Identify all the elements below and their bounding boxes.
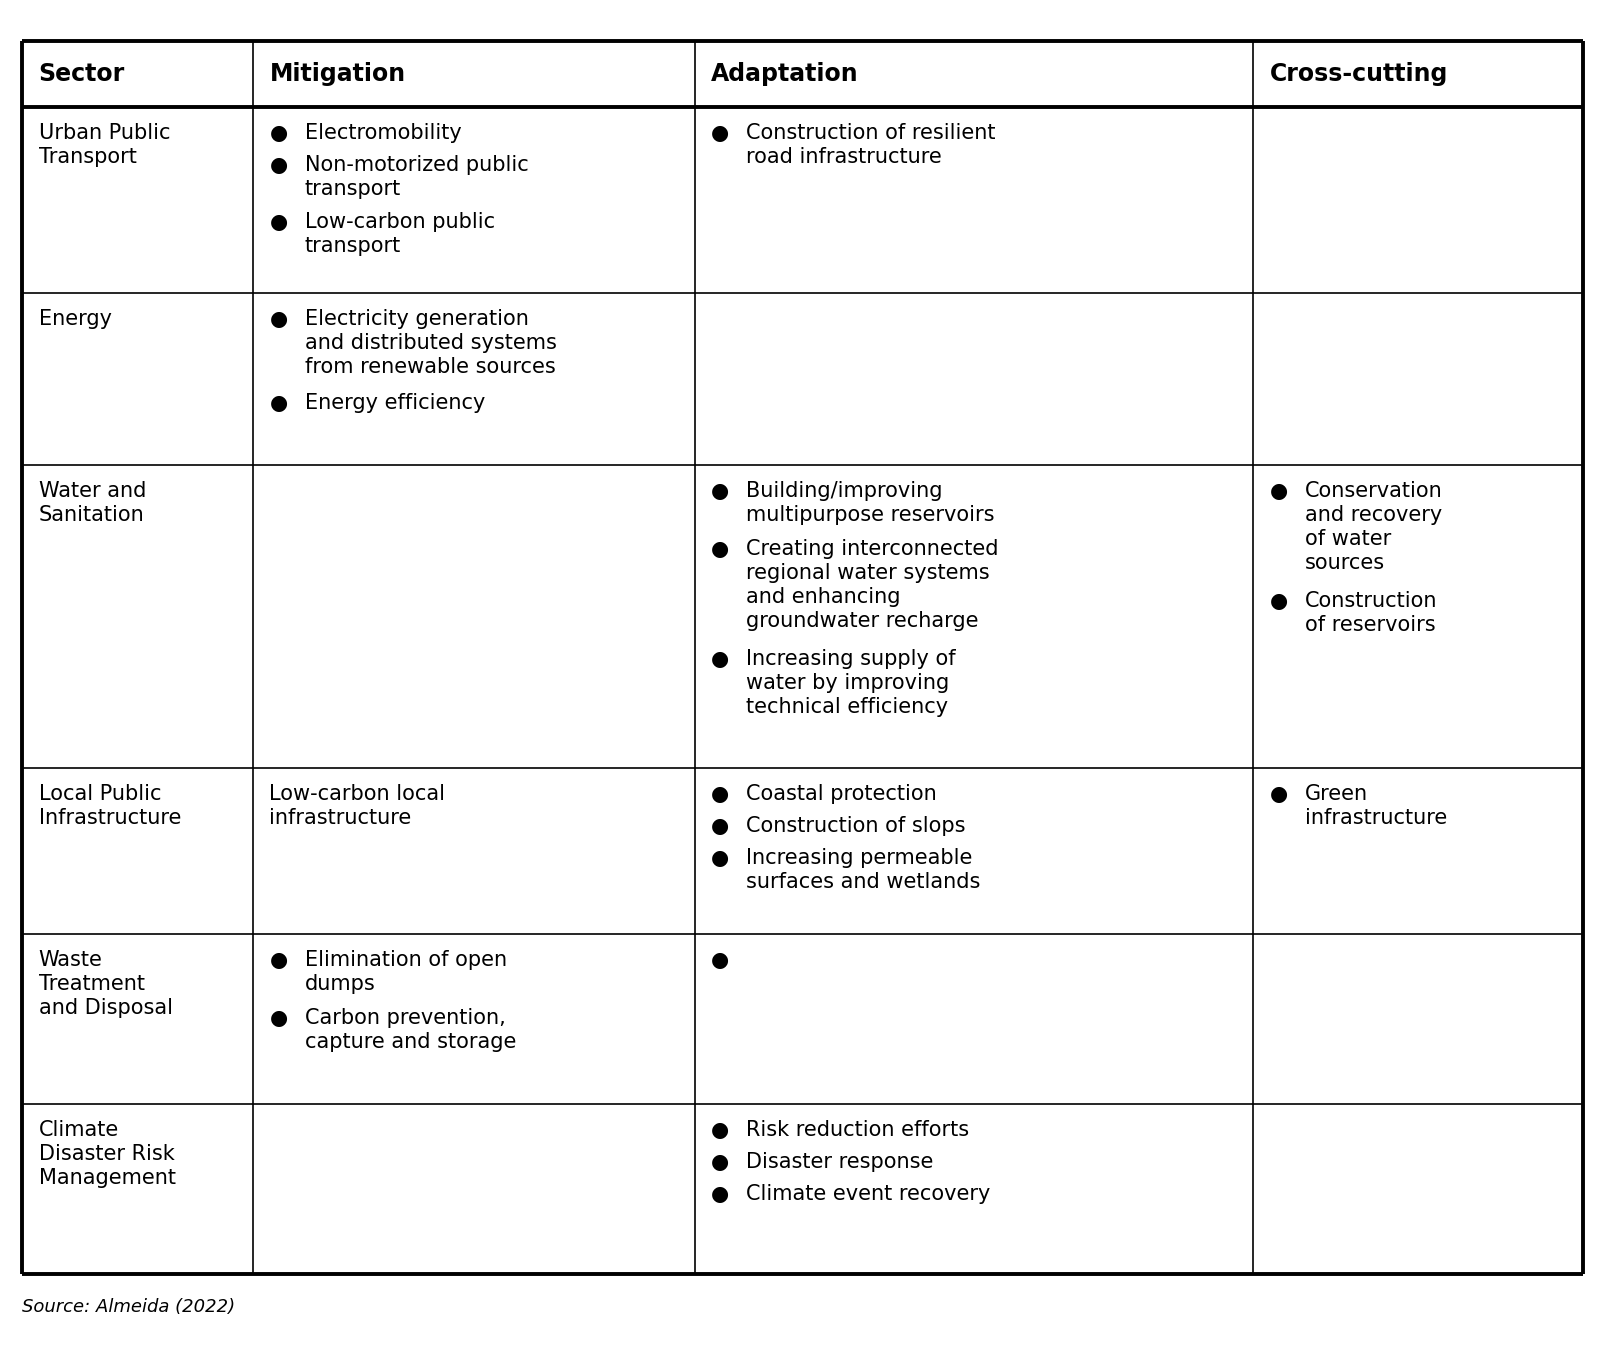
Text: Coastal protection: Coastal protection <box>746 784 937 804</box>
Text: ●: ● <box>711 1183 729 1203</box>
Text: ●: ● <box>711 950 729 971</box>
Text: ●: ● <box>711 848 729 868</box>
Text: Cross-cutting: Cross-cutting <box>1270 62 1448 85</box>
Text: ●: ● <box>1270 784 1287 804</box>
Text: ●: ● <box>1270 481 1287 502</box>
Text: Construction
of reservoirs: Construction of reservoirs <box>1305 591 1436 635</box>
Text: Green
infrastructure: Green infrastructure <box>1305 784 1448 829</box>
Text: Urban Public
Transport: Urban Public Transport <box>39 123 170 166</box>
Text: ●: ● <box>711 481 729 502</box>
Text: ●: ● <box>711 817 729 836</box>
Text: Electricity generation
and distributed systems
from renewable sources: Electricity generation and distributed s… <box>305 308 557 377</box>
Text: Water and
Sanitation: Water and Sanitation <box>39 481 146 525</box>
Text: Energy efficiency: Energy efficiency <box>305 392 485 412</box>
Text: Climate event recovery: Climate event recovery <box>746 1183 990 1203</box>
Text: ●: ● <box>1270 591 1287 611</box>
Text: ●: ● <box>711 784 729 804</box>
Text: Climate
Disaster Risk
Management: Climate Disaster Risk Management <box>39 1119 175 1188</box>
Text: Conservation
and recovery
of water
sources: Conservation and recovery of water sourc… <box>1305 481 1443 573</box>
Text: ●: ● <box>270 308 287 329</box>
Text: Carbon prevention,
capture and storage: Carbon prevention, capture and storage <box>305 1009 517 1052</box>
Text: ●: ● <box>270 123 287 143</box>
Text: Electromobility: Electromobility <box>305 123 462 143</box>
Text: Increasing supply of
water by improving
technical efficiency: Increasing supply of water by improving … <box>746 649 957 717</box>
Text: Non-motorized public
transport: Non-motorized public transport <box>305 154 528 199</box>
Text: Sector: Sector <box>39 62 125 85</box>
Text: Building/improving
multipurpose reservoirs: Building/improving multipurpose reservoi… <box>746 481 995 525</box>
Text: ●: ● <box>270 392 287 412</box>
Text: ●: ● <box>711 1152 729 1172</box>
Text: Low-carbon local
infrastructure: Low-carbon local infrastructure <box>270 784 446 829</box>
Text: Local Public
Infrastructure: Local Public Infrastructure <box>39 784 181 829</box>
Text: Low-carbon public
transport: Low-carbon public transport <box>305 212 494 257</box>
Text: ●: ● <box>711 123 729 143</box>
Text: ●: ● <box>270 950 287 971</box>
Text: Mitigation: Mitigation <box>270 62 406 85</box>
Text: Construction of resilient
road infrastructure: Construction of resilient road infrastru… <box>746 123 995 166</box>
Text: Construction of slops: Construction of slops <box>746 817 966 836</box>
Text: Creating interconnected
regional water systems
and enhancing
groundwater recharg: Creating interconnected regional water s… <box>746 539 998 631</box>
Text: ●: ● <box>270 212 287 233</box>
Text: ●: ● <box>270 154 287 174</box>
Text: Source: Almeida (2022): Source: Almeida (2022) <box>22 1298 236 1315</box>
Text: ●: ● <box>711 649 729 669</box>
Text: Risk reduction efforts: Risk reduction efforts <box>746 1119 969 1140</box>
Text: ●: ● <box>711 539 729 558</box>
Text: Adaptation: Adaptation <box>711 62 859 85</box>
Text: ●: ● <box>711 1119 729 1140</box>
Text: ●: ● <box>270 1009 287 1028</box>
Text: Waste
Treatment
and Disposal: Waste Treatment and Disposal <box>39 950 172 1018</box>
Text: Energy: Energy <box>39 308 111 329</box>
Text: Elimination of open
dumps: Elimination of open dumps <box>305 950 507 994</box>
Text: Increasing permeable
surfaces and wetlands: Increasing permeable surfaces and wetlan… <box>746 848 981 892</box>
Text: Disaster response: Disaster response <box>746 1152 934 1172</box>
